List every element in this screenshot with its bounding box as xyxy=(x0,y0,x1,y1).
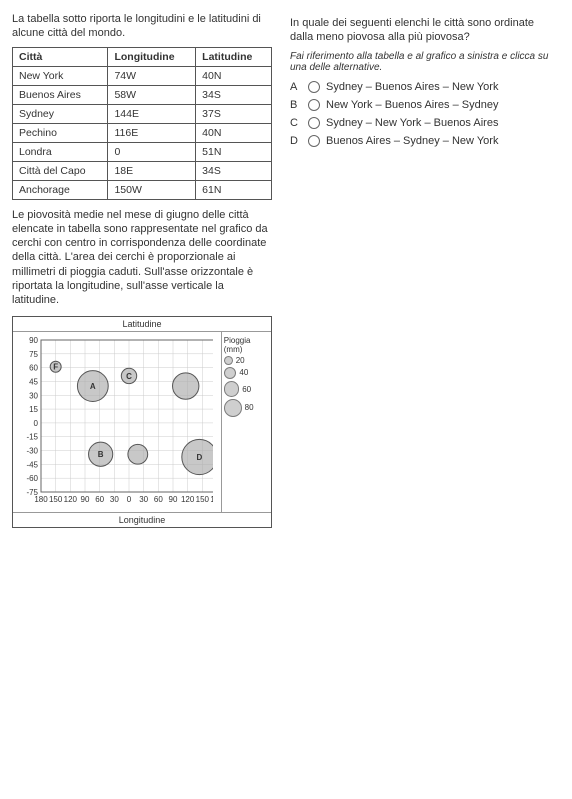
legend-item: 20 xyxy=(224,356,269,365)
table-cell: 61N xyxy=(196,180,272,199)
chart-svg: -75-60-45-30-150153045607590180150120906… xyxy=(13,332,213,512)
svg-text:60: 60 xyxy=(95,495,104,504)
table-cell: 34S xyxy=(196,85,272,104)
table-cell: 58W xyxy=(108,85,196,104)
table-cell: Sydney xyxy=(13,104,108,123)
table-cell: Città del Capo xyxy=(13,161,108,180)
table-row: Anchorage150W61N xyxy=(13,180,272,199)
legend-item: 40 xyxy=(224,367,269,380)
table-row: Londra051N xyxy=(13,142,272,161)
radio-button[interactable] xyxy=(308,135,320,147)
left-column: La tabella sotto riporta le longitudini … xyxy=(12,12,272,528)
option-row: B New York – Buenos Aires – Sydney xyxy=(290,99,560,111)
table-cell: Londra xyxy=(13,142,108,161)
option-letter: A xyxy=(290,81,302,93)
table-row: Pechino116E40N xyxy=(13,123,272,142)
option-text: Sydney – Buenos Aires – New York xyxy=(326,81,498,93)
page-container: La tabella sotto riporta le longitudini … xyxy=(12,12,560,528)
table-cell: 0 xyxy=(108,142,196,161)
svg-text:F: F xyxy=(53,362,58,371)
radio-button[interactable] xyxy=(308,81,320,93)
right-column: In quale dei seguenti elenchi le città s… xyxy=(290,12,560,528)
svg-text:180: 180 xyxy=(210,495,212,504)
chart-legend: Pioggia (mm) 20 4060 80 xyxy=(221,332,271,512)
svg-text:90: 90 xyxy=(169,495,178,504)
question-text: In quale dei seguenti elenchi le città s… xyxy=(290,16,560,45)
svg-text:90: 90 xyxy=(81,495,90,504)
svg-text:150: 150 xyxy=(49,495,63,504)
col-long: Longitudine xyxy=(108,47,196,66)
option-text: Sydney – New York – Buenos Aires xyxy=(326,117,498,129)
svg-text:0: 0 xyxy=(127,495,132,504)
table-cell: 74W xyxy=(108,66,196,85)
legend-item: 60 xyxy=(224,381,269,396)
svg-text:0: 0 xyxy=(34,419,39,428)
option-row: A Sydney – Buenos Aires – New York xyxy=(290,81,560,93)
svg-text:-15: -15 xyxy=(26,432,38,441)
col-lat: Latitudine xyxy=(196,47,272,66)
svg-text:-30: -30 xyxy=(26,446,38,455)
svg-text:30: 30 xyxy=(29,391,38,400)
option-letter: B xyxy=(290,99,302,111)
table-cell: 37S xyxy=(196,104,272,123)
radio-button[interactable] xyxy=(308,99,320,111)
legend-item: 80 xyxy=(224,399,269,417)
table-header-row: Città Longitudine Latitudine xyxy=(13,47,272,66)
svg-text:15: 15 xyxy=(29,405,38,414)
svg-text:90: 90 xyxy=(29,336,38,345)
chart-description: Le piovosità medie nel mese di giugno de… xyxy=(12,208,272,308)
table-cell: 116E xyxy=(108,123,196,142)
option-letter: C xyxy=(290,117,302,129)
svg-text:D: D xyxy=(197,453,203,462)
table-row: Città del Capo18E34S xyxy=(13,161,272,180)
svg-text:60: 60 xyxy=(29,363,38,372)
table-row: New York74W40N xyxy=(13,66,272,85)
question-hint: Fai riferimento alla tabella e al grafic… xyxy=(290,51,560,73)
svg-text:-60: -60 xyxy=(26,474,38,483)
svg-text:30: 30 xyxy=(110,495,119,504)
options-group: A Sydney – Buenos Aires – New York B New Yo… xyxy=(290,81,560,147)
chart-x-axis-title: Longitudine xyxy=(13,512,271,527)
table-cell: 40N xyxy=(196,66,272,85)
svg-text:75: 75 xyxy=(29,349,38,358)
option-row: C Sydney – New York – Buenos Aires xyxy=(290,117,560,129)
svg-text:180: 180 xyxy=(34,495,48,504)
svg-text:120: 120 xyxy=(64,495,78,504)
radio-button[interactable] xyxy=(308,117,320,129)
svg-text:B: B xyxy=(98,450,104,459)
svg-text:-45: -45 xyxy=(26,460,38,469)
option-text: New York – Buenos Aires – Sydney xyxy=(326,99,498,111)
svg-text:A: A xyxy=(90,382,96,391)
table-cell: Buenos Aires xyxy=(13,85,108,104)
table-cell: Anchorage xyxy=(13,180,108,199)
chart-y-axis-title: Latitudine xyxy=(13,317,271,332)
table-row: Buenos Aires58W34S xyxy=(13,85,272,104)
svg-text:45: 45 xyxy=(29,377,38,386)
legend-title: Pioggia (mm) xyxy=(224,336,269,354)
bubble-chart: Latitudine -75-60-45-30-1501530456075901… xyxy=(12,316,272,528)
table-cell: 34S xyxy=(196,161,272,180)
option-letter: D xyxy=(290,135,302,147)
col-city: Città xyxy=(13,47,108,66)
table-row: Sydney144E37S xyxy=(13,104,272,123)
table-cell: 51N xyxy=(196,142,272,161)
cities-table: Città Longitudine Latitudine New York74W… xyxy=(12,47,272,200)
table-cell: 144E xyxy=(108,104,196,123)
option-text: Buenos Aires – Sydney – New York xyxy=(326,135,498,147)
table-cell: Pechino xyxy=(13,123,108,142)
table-cell: 18E xyxy=(108,161,196,180)
svg-text:30: 30 xyxy=(139,495,148,504)
svg-text:150: 150 xyxy=(196,495,210,504)
table-cell: New York xyxy=(13,66,108,85)
intro-text: La tabella sotto riporta le longitudini … xyxy=(12,12,272,41)
table-cell: 40N xyxy=(196,123,272,142)
svg-text:C: C xyxy=(126,372,132,381)
option-row: D Buenos Aires – Sydney – New York xyxy=(290,135,560,147)
table-cell: 150W xyxy=(108,180,196,199)
svg-text:120: 120 xyxy=(181,495,195,504)
svg-text:60: 60 xyxy=(154,495,163,504)
